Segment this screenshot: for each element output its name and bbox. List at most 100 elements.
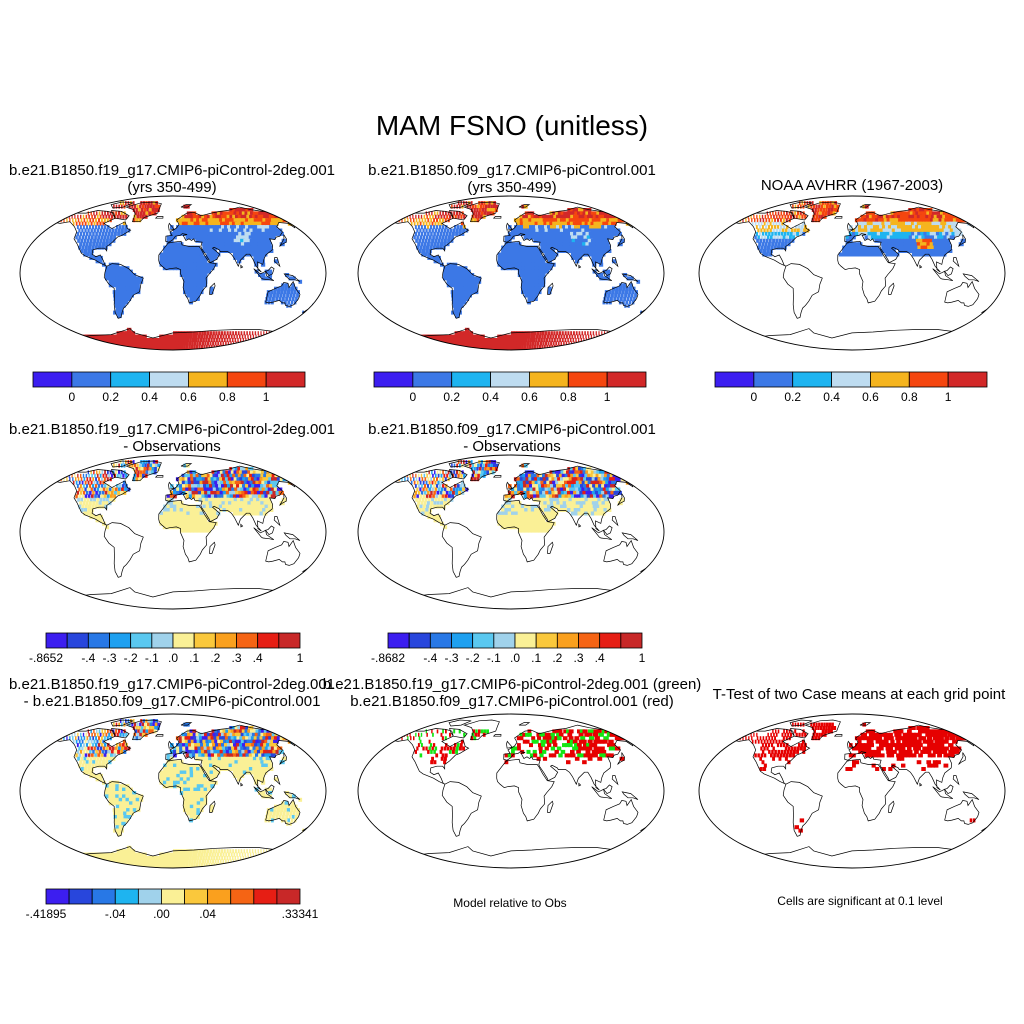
map-grid-cell: [905, 221, 910, 226]
map-grid-cell: [226, 221, 231, 226]
map-grid-cell: [531, 262, 536, 267]
map-grid-cell: [577, 225, 582, 230]
map-grid-cell: [145, 470, 149, 475]
map-grid-cell: [547, 245, 552, 250]
map-grid-cell: [542, 231, 547, 236]
map-grid-cell: [214, 334, 217, 339]
map-grid-cell: [195, 497, 200, 502]
map-grid-cell: [450, 344, 456, 349]
map-grid-cell: [507, 235, 512, 240]
map-grid-cell: [450, 262, 454, 267]
map-grid-cell: [935, 231, 941, 236]
map-grid-cell: [147, 344, 152, 349]
map-grid-cell: [480, 344, 485, 349]
map-grid-cell: [870, 228, 875, 233]
map-grid-cell: [881, 242, 886, 247]
map-grid-cell: [270, 221, 276, 226]
map-grid-cell: [221, 242, 226, 247]
map-grid-cell: [231, 344, 233, 349]
map-grid-cell: [231, 348, 233, 350]
map-grid-cell: [239, 235, 244, 240]
map-grid-cell: [239, 470, 245, 475]
map-grid-cell: [574, 255, 579, 260]
map-grid-cell: [500, 341, 504, 346]
coastline-borneo: [265, 266, 275, 277]
map-grid-cell: [237, 501, 243, 506]
map-grid-cell: [116, 484, 119, 489]
map-grid-cell: [804, 225, 807, 230]
map-grid-cell: [470, 283, 475, 288]
map-grid-cell: [230, 470, 236, 475]
map-grid-cell: [78, 245, 82, 250]
map-grid-cell: [205, 344, 208, 349]
map-grid-cell: [514, 262, 519, 267]
map-grid-cell: [264, 228, 270, 233]
map-grid-cell: [69, 477, 71, 482]
map-grid-cell: [185, 490, 190, 495]
map-grid-cell: [537, 255, 542, 260]
map-grid-cell: [531, 480, 536, 485]
map-grid-cell: [237, 242, 243, 247]
map-grid-cell: [595, 225, 601, 230]
map-grid-cell: [568, 341, 570, 346]
map-grid-cell: [435, 494, 439, 499]
map-grid-cell: [122, 331, 127, 336]
map-grid-cell: [272, 293, 276, 298]
map-grid-cell: [178, 221, 183, 226]
map-grid-cell: [82, 214, 85, 219]
map-grid-cell: [504, 252, 509, 257]
map-grid-cell: [126, 293, 131, 298]
map-grid-cell: [521, 266, 526, 271]
map-grid-cell: [270, 235, 276, 240]
map-grid-cell: [874, 214, 879, 219]
map-grid-cell: [135, 279, 140, 284]
map-grid-cell: [572, 480, 578, 485]
map-grid-cell: [608, 494, 614, 499]
map-grid-cell: [608, 487, 615, 492]
map-grid-cell: [202, 480, 207, 485]
map-grid-cell: [915, 218, 921, 223]
map-grid-cell: [442, 344, 448, 349]
coastline-indonesia: [932, 268, 954, 282]
map-grid-cell: [261, 245, 266, 250]
map-grid-cell: [152, 344, 157, 349]
map-grid-cell: [796, 231, 799, 236]
coastline-newZealand: [639, 304, 655, 313]
map-grid-cell: [460, 266, 464, 271]
map-grid-cell: [549, 221, 554, 226]
map-grid-cell: [247, 470, 253, 475]
map-grid-cell: [602, 235, 608, 240]
map-grid-cell: [781, 221, 784, 226]
map-grid-cell: [412, 214, 414, 219]
map-grid-cell: [114, 487, 118, 492]
map-grid-cell: [188, 344, 191, 349]
map-grid-cell: [432, 235, 435, 240]
map-grid-cell: [252, 511, 258, 516]
map-grid-cell: [761, 225, 764, 230]
map-grid-cell: [605, 245, 611, 250]
panel-title-line1: b.e21.B1850.f09_g17.CMIP6-piControl.001: [368, 421, 656, 438]
map-grid-cell: [133, 341, 139, 346]
map-grid-cell: [507, 242, 512, 247]
map-grid-cell: [247, 490, 253, 495]
map-grid-cell: [467, 286, 472, 291]
map-grid-cell: [930, 225, 936, 230]
map-grid-cell: [235, 508, 241, 512]
map-grid-cell: [406, 470, 408, 475]
map-grid-cell: [874, 235, 879, 240]
map-grid-cell: [246, 473, 252, 478]
map-grid-cell: [425, 494, 429, 499]
map-grid-cell: [280, 211, 287, 216]
map-grid-cell: [186, 255, 191, 260]
map-grid-cell: [239, 348, 240, 350]
map-grid-cell: [132, 290, 137, 295]
map-grid-cell: [457, 484, 460, 489]
map-grid-cell: [607, 334, 609, 339]
map-grid-cell: [124, 300, 129, 305]
map-grid-cell: [398, 214, 400, 219]
map-grid-cell: [548, 344, 551, 349]
map-grid-cell: [288, 214, 295, 219]
map-grid-cell: [106, 235, 110, 240]
map-grid-cell: [833, 208, 837, 212]
map-grid-cell: [452, 338, 457, 342]
